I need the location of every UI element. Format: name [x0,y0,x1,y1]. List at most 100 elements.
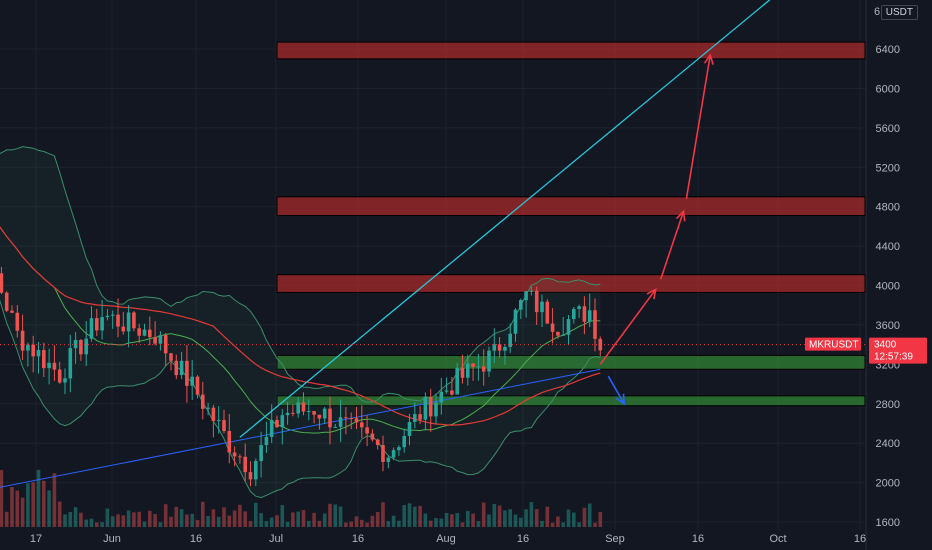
volume-bar [95,522,99,527]
candle-body [264,436,269,446]
candle-body [582,306,587,322]
candle-body [137,328,141,336]
volume-bar [142,521,147,527]
price-tick-label: 4800 [876,202,900,214]
volume-bar [497,505,502,527]
candle-body [418,414,422,420]
candle-body [63,378,67,383]
volume-bar [179,509,184,527]
candle-body [460,367,465,378]
candle-body [148,329,152,338]
price-tick-label: 3600 [876,320,900,332]
currency-unit-label[interactable]: USDT [880,5,918,20]
volume-bar [301,510,306,527]
volume-bar [68,511,73,527]
volume-bar [238,504,242,527]
candle-body [216,420,221,422]
candle-body [174,360,179,376]
price-tick-label: 5200 [876,162,900,174]
volume-bar [572,512,576,527]
candle-body [100,317,104,331]
candle-body [434,402,438,417]
candle-body [275,420,279,428]
drawing-lines[interactable] [0,0,866,438]
time-tick-label: 16 [352,533,364,545]
volume-bar [42,480,46,527]
volume-bar [227,515,232,527]
candle-body [20,330,25,351]
candle-body [444,390,449,392]
resistance-zone [276,274,866,293]
projection-arrows[interactable] [599,53,714,406]
candle-body [322,408,327,419]
candle-body [540,301,544,313]
candle-body [550,323,555,332]
volume-bars [0,469,603,527]
volume-bar [296,511,300,527]
volume-bar [222,507,226,527]
volume-bar [322,513,327,527]
candle-body [476,366,481,368]
candle-body [333,426,338,428]
candle-body [328,408,332,428]
volume-bar [15,490,20,527]
volume-bar [100,522,104,527]
candle-body [466,363,470,378]
candle-body [211,407,216,422]
candle-body [158,335,163,344]
projection-up-segment [599,288,657,365]
candle-body [259,445,263,462]
volume-bar [386,521,391,527]
projection-down-segment [607,375,625,405]
candle-body [269,420,274,437]
volume-bar [476,521,481,527]
volume-bar [561,522,565,527]
candle-body [36,350,41,357]
time-tick-label: 16 [517,533,529,545]
volume-bar [418,505,422,527]
candle-body [153,337,157,344]
candle-body [254,461,258,480]
candle-body [561,334,565,336]
time-axis[interactable]: 17 Jun 16 Jul 16 Aug 16 Sep 16 Oct 16 [30,533,866,545]
volume-bar [444,513,449,527]
candle-body [132,312,136,329]
time-tick-label: 16 [190,533,202,545]
candle-body [179,360,184,376]
candle-body [317,414,322,419]
candle-body [110,314,115,316]
price-tick-label: 6400 [876,44,900,56]
symbol-tag-text: MKRUSDT [809,340,858,351]
candle-body [529,290,534,292]
candle-body [4,292,9,311]
projection-up-arrowhead [703,53,714,65]
volume-bar [0,470,4,527]
price-tick-label: 2000 [876,478,900,490]
zones[interactable] [276,41,866,407]
volume-bar [174,506,179,527]
time-tick-label: 16 [692,533,704,545]
volume-bar [291,512,295,527]
volume-bar [439,518,444,527]
volume-bar [31,482,35,527]
candle-body [47,362,51,369]
candle-body [163,335,168,354]
volume-bar [577,522,581,527]
candle-body [301,402,306,412]
candle-body [280,415,285,428]
volume-bar [338,506,343,527]
volume-bar [481,502,486,527]
volume-bar [513,514,518,527]
volume-bar [116,514,120,527]
price-tick-label: 5600 [876,123,900,135]
support-zone [276,354,866,370]
volume-bar [402,505,406,527]
candle-body [68,348,73,379]
candle-body [519,300,523,310]
volume-bar [126,510,131,527]
candle-body [73,339,78,349]
candle-body [508,333,512,347]
volume-bar [360,519,364,527]
volume-bar [243,511,247,527]
